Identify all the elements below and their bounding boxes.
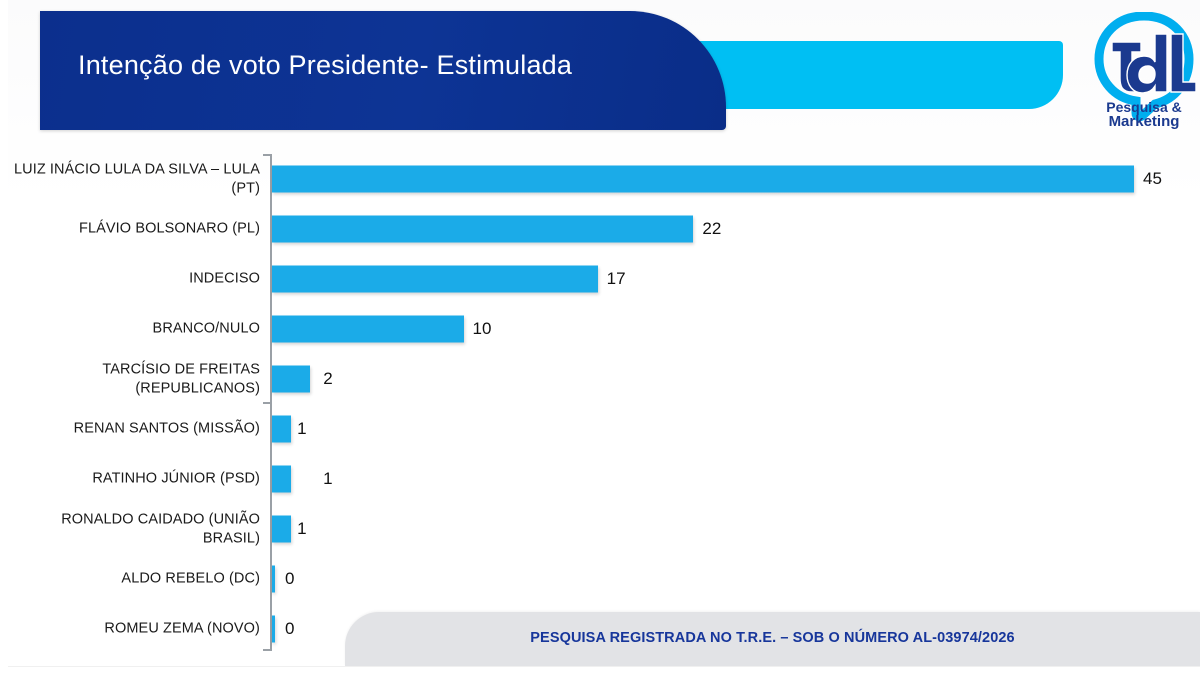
bar-row: RATINHO JÚNIOR (PSD) 1 [0,454,1200,504]
bar-row: ALDO REBELO (DC) 0 [0,554,1200,604]
bar-category-label: FLÁVIO BOLSONARO (PL) [79,220,260,237]
slide-bottom-edge [0,666,1200,674]
bar-row: ROMEU ZEMA (NOVO) 0 [0,604,1200,654]
bar-row: TARCÍSIO DE FREITAS (REPUBLICANOS) 2 [0,354,1200,404]
bar-category-label: TARCÍSIO DE FREITAS (REPUBLICANOS) [102,361,260,396]
bar-value-label: 10 [472,319,492,338]
bar-category-label: LUIZ INÁCIO LULA DA SILVA – LULA (PT) [13,161,260,196]
bar [272,515,292,543]
page-title: Intenção de voto Presidente- Estimulada [78,50,573,80]
bar-category-label: BRANCO/NULO [152,320,260,337]
bar [272,315,464,343]
bar [272,615,275,643]
bar-category-label: ROMEU ZEMA (NOVO) [104,620,260,637]
footer-note: PESQUISA REGISTRADA NO T.R.E. – SOB O NÚ… [530,630,1015,646]
bar-row: FLÁVIO BOLSONARO (PL) 22 [0,204,1200,254]
bar-category-label: RATINHO JÚNIOR (PSD) [92,470,260,487]
bar [272,165,1134,193]
axis-tick-top [263,154,270,156]
bar-category-label: RONALDO CAIDADO (UNIÃO BRASIL) [61,511,260,546]
slide-left-edge [0,0,8,674]
axis-tick-bottom [263,649,270,651]
bar-value-label: 2 [323,369,333,388]
bar-row: RONALDO CAIDADO (UNIÃO BRASIL) 1 [0,504,1200,554]
bar [272,465,292,493]
bar-value-label: 1 [297,419,307,438]
bar-value-label: 0 [285,619,295,638]
footer-band [345,612,1200,666]
logo-tagline-line2: Marketing [1109,113,1180,130]
bar-row: INDECISO 17 [0,254,1200,304]
bar-row: LUIZ INÁCIO LULA DA SILVA – LULA (PT) 45 [0,154,1200,204]
bar [272,415,292,443]
bar-category-label: ALDO REBELO (DC) [121,570,260,587]
bar-value-label: 22 [702,219,722,238]
bar [272,365,311,393]
bar [272,265,598,293]
header-banner [40,11,726,130]
bar-chart: LUIZ INÁCIO LULA DA SILVA – LULA (PT) 45 F… [0,146,1200,656]
logo-icon: Pesquisa & Marketing [1094,12,1196,130]
bar-value-label: 17 [606,269,626,288]
bar-value-label: 1 [297,519,307,538]
bar-row: RENAN SANTOS (MISSÃO) 1 [0,404,1200,454]
axis-tick-mid [263,402,270,404]
bar-value-label: 1 [323,469,333,488]
bar [272,565,275,593]
logo-tagline-line1: Pesquisa & [1106,99,1181,115]
bar [272,215,694,243]
bar-category-label: RENAN SANTOS (MISSÃO) [73,420,260,437]
bar-row: BRANCO/NULO 10 [0,304,1200,354]
tdl-logo: Pesquisa & Marketing [1092,12,1196,130]
bar-value-label: 0 [285,569,295,588]
category-axis [270,154,272,651]
bar-category-label: INDECISO [189,270,260,287]
bar-value-label: 45 [1143,169,1162,188]
